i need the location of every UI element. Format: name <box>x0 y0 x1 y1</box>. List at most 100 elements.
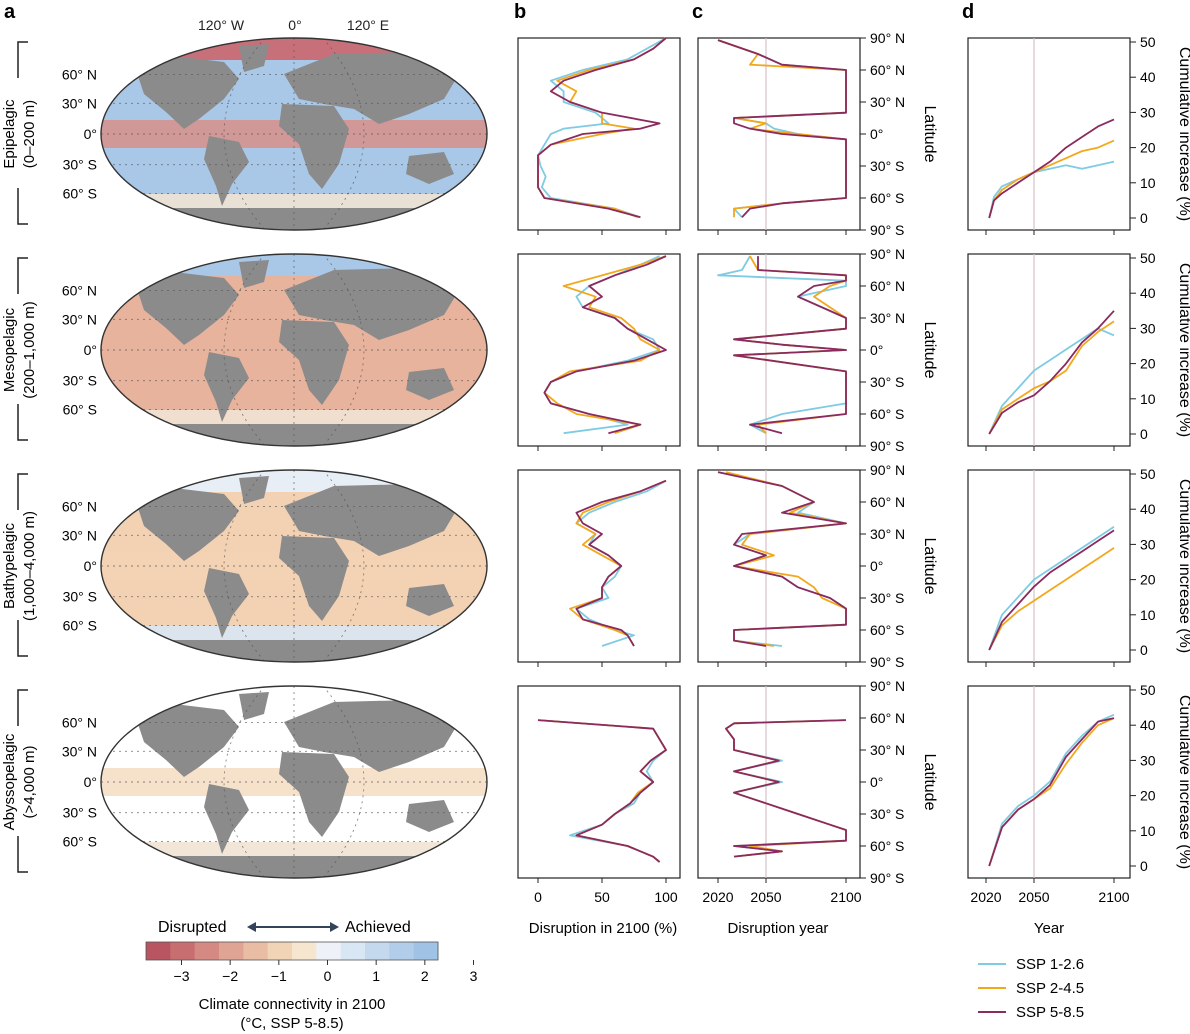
row-subtitle: (>4,000 m) <box>21 746 38 819</box>
land-australia <box>406 584 454 616</box>
lat-tick-label: 30° S <box>870 806 904 822</box>
colorbar-tick-label: 1 <box>372 968 380 984</box>
bracket-bottom <box>17 188 28 225</box>
lat-tick-label: 60° N <box>870 278 905 294</box>
cumulative-axis-label: Cumulative increase (%) <box>1176 263 1190 437</box>
lat-tick-label: 30° N <box>870 310 905 326</box>
lat-label: 30° S <box>63 589 97 605</box>
cum-tick-label: 20 <box>1140 788 1156 804</box>
row-subtitle: (0–200 m) <box>21 100 38 168</box>
panel-c-row-1: 90° N 60° N 30° N 0° 30° S 60° S 90° S Latitude <box>697 246 938 454</box>
lat-label: 60° N <box>62 498 97 514</box>
land-australia <box>406 152 454 184</box>
panel-b-frame <box>517 685 681 879</box>
land-north-america <box>134 488 239 561</box>
legend-label-0: SSP 1-2.6 <box>1016 956 1084 973</box>
colorbar-subtitle: (°C, SSP 5-8.5) <box>240 1015 343 1032</box>
latitude-axis-label: Latitude <box>921 322 938 379</box>
cum-tick-label: 10 <box>1140 823 1156 839</box>
bracket-top <box>17 689 28 726</box>
colorbar-cell <box>413 942 439 960</box>
map-content <box>101 686 487 878</box>
lat-tick-label: 0° <box>870 342 883 358</box>
panel-d-row-2: 0 10 20 30 40 50 Cumulative increase (%) <box>967 466 1190 667</box>
colorbar-cell <box>267 942 293 960</box>
row-title: Abyssopelagic <box>1 733 18 830</box>
latitude-axis-label: Latitude <box>921 754 938 811</box>
cum-tick-label: 0 <box>1140 642 1148 658</box>
latitude-axis-label: Latitude <box>921 106 938 163</box>
panel-c-frame <box>697 469 861 663</box>
panel-c-series-2 <box>717 471 847 647</box>
axis-d-tick-label: 2020 <box>970 889 1001 905</box>
lat-tick-label: 30° N <box>870 526 905 542</box>
panel-c-series-2 <box>733 256 847 435</box>
land-africa <box>279 752 349 837</box>
cum-tick-label: 40 <box>1140 69 1156 85</box>
cum-tick-label: 10 <box>1140 391 1156 407</box>
lon-label-0: 0° <box>288 17 301 33</box>
land-north-america <box>134 272 239 345</box>
panel-c-row-2: 90° N 60° N 30° N 0° 30° S 60° S 90° S Latitude <box>697 462 938 670</box>
panel-b-row-3 <box>517 685 681 883</box>
colorbar-cell <box>365 942 390 960</box>
panel-c-series-2 <box>725 719 847 858</box>
panel-b-frame <box>517 469 681 663</box>
colorbar-frame <box>145 941 439 961</box>
lat-tick-label: 60° N <box>870 62 905 78</box>
lat-tick-label: 30° S <box>870 374 904 390</box>
lat-tick-label: 0° <box>870 126 883 142</box>
colorbar-tick-label: 0 <box>324 968 332 984</box>
axis-c-tick-label: 2050 <box>750 889 781 905</box>
bracket-top <box>17 257 28 294</box>
row-subtitle: (1,000–4,000 m) <box>21 511 38 621</box>
panel-d-frame <box>967 469 1131 663</box>
lat-label: 60° S <box>63 186 97 202</box>
cum-tick-label: 10 <box>1140 175 1156 191</box>
cum-tick-label: 30 <box>1140 104 1156 120</box>
lat-label: 30° S <box>63 157 97 173</box>
lat-tick-label: 90° S <box>870 222 904 238</box>
land-africa <box>279 536 349 621</box>
panel-b-series-2 <box>575 479 667 647</box>
colorbar-cell <box>292 942 317 960</box>
lon-label-120w: 120° W <box>198 17 245 33</box>
axis-b-tick-label: 50 <box>594 889 610 905</box>
lat-tick-label: 90° S <box>870 654 904 670</box>
lat-label: 30° N <box>62 95 97 111</box>
panel-d-series-0 <box>988 160 1115 219</box>
land-north-america <box>134 704 239 777</box>
land-eurasia <box>284 484 459 556</box>
colorbar-cell <box>170 942 196 960</box>
land-greenland <box>239 44 269 72</box>
map-row-3: 60° N 30° N 0° 30° S 60° S Abyssopelagic (>4,0… <box>1 685 488 879</box>
cumulative-axis-label: Cumulative increase (%) <box>1176 479 1190 653</box>
axis-d-tick-label: 2050 <box>1018 889 1049 905</box>
colorbar-tick-label: 3 <box>470 968 478 984</box>
panel-d-series-2 <box>988 118 1115 219</box>
lat-tick-label: 30° S <box>870 590 904 606</box>
row-subtitle: (200–1,000 m) <box>21 301 38 399</box>
lat-tick-label: 0° <box>870 774 883 790</box>
panel-b-series-2 <box>537 37 667 219</box>
lat-tick-label: 90° N <box>870 462 905 478</box>
lat-label: 0° <box>84 342 97 358</box>
land-africa <box>279 104 349 189</box>
arrow-left-icon <box>247 922 256 932</box>
panel-d-series-2 <box>988 717 1115 867</box>
line-panels: 90° N 60° N 30° N 0° 30° S 60° S 90° S Latitude… <box>517 30 1190 905</box>
legend-label-1: SSP 2-4.5 <box>1016 980 1084 997</box>
axis-b-tick-label: 100 <box>654 889 678 905</box>
lat-tick-label: 60° S <box>870 622 904 638</box>
panel-b-row-1 <box>517 253 681 451</box>
axis-d-tick-label: 2100 <box>1098 889 1129 905</box>
lat-label: 0° <box>84 558 97 574</box>
map-content <box>101 38 487 230</box>
cum-tick-label: 50 <box>1140 682 1156 698</box>
map-content <box>101 254 487 446</box>
lat-label: 30° N <box>62 743 97 759</box>
cum-tick-label: 0 <box>1140 210 1148 226</box>
lat-tick-label: 60° N <box>870 710 905 726</box>
panel-d-frame <box>967 253 1131 447</box>
